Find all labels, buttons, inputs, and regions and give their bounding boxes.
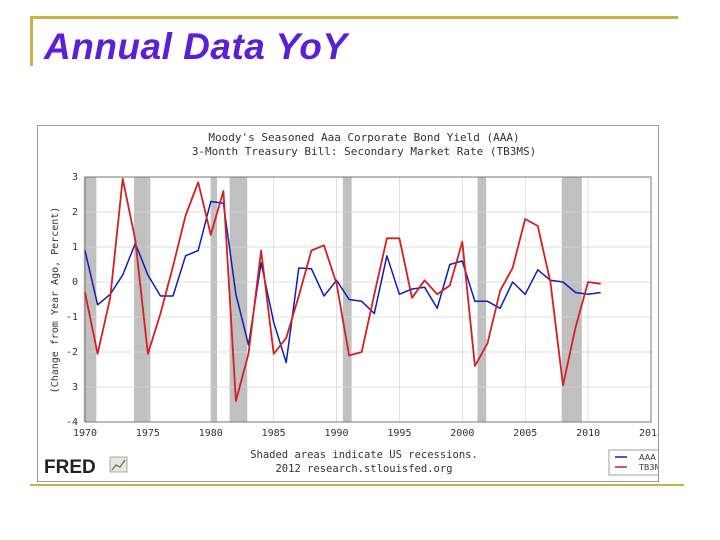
recession-shading xyxy=(83,177,582,422)
x-tick-label: 1995 xyxy=(387,428,411,439)
series-lines xyxy=(84,177,601,402)
x-tick-label: 1980 xyxy=(199,428,223,439)
y-tick-label: 2 xyxy=(72,207,78,218)
x-tick-label: 1985 xyxy=(262,428,286,439)
x-tick-label: 2010 xyxy=(576,428,600,439)
recession-band-0 xyxy=(83,177,97,422)
legend: AAA TB3MS xyxy=(608,449,658,476)
bottom-accent-rule xyxy=(30,484,684,486)
chart-frame: Moody's Seasoned Aaa Corporate Bond Yiel… xyxy=(37,125,659,482)
x-tick-label: 1970 xyxy=(73,428,97,439)
y-tick-label: 3 xyxy=(72,172,78,183)
fred-chart: Moody's Seasoned Aaa Corporate Bond Yiel… xyxy=(44,131,658,478)
slide-title: Annual Data YoY xyxy=(44,26,348,67)
y-tick-label: 0 xyxy=(72,277,78,288)
y-axis-ticks: 3 2 1 0 -1 -2 3 -4 xyxy=(66,172,78,428)
x-tick-label: 1975 xyxy=(136,428,160,439)
legend-box xyxy=(608,449,658,476)
chart-subtitle: 3-Month Treasury Bill: Secondary Market … xyxy=(192,145,536,158)
x-axis-ticks: 1970 1975 1980 1985 1990 1995 2000 2005 2010 2015 xyxy=(73,428,658,439)
recession-band-6 xyxy=(561,177,582,422)
x-tick-label: 2015 xyxy=(639,428,658,439)
x-tick-label: 1990 xyxy=(325,428,349,439)
fred-logo-graph-icon xyxy=(109,456,128,473)
plot-area-border xyxy=(84,176,652,423)
series-line-tb3ms xyxy=(84,177,601,402)
fred-logo: FRED xyxy=(44,457,96,478)
y-tick-label: 3 xyxy=(72,382,78,393)
recession-band-5 xyxy=(477,177,487,422)
recession-band-3 xyxy=(229,177,248,422)
x-tick-label: 2000 xyxy=(450,428,474,439)
series-line-aaa xyxy=(84,200,601,364)
y-tick-label: -1 xyxy=(66,312,78,323)
x-tick-label: 2005 xyxy=(513,428,537,439)
top-accent-rule xyxy=(30,16,678,19)
y-tick-label: -4 xyxy=(66,417,78,428)
recession-band-2 xyxy=(210,177,218,422)
y-tick-label: 1 xyxy=(72,242,78,253)
legend-label-tb3ms: TB3MS xyxy=(638,463,658,472)
y-tick-label: -2 xyxy=(66,347,78,358)
left-accent-rule xyxy=(30,16,33,66)
source-note: 2012 research.stlouisfed.org xyxy=(275,463,452,475)
recession-note: Shaded areas indicate US recessions. xyxy=(250,449,478,461)
y-axis-label: (Change from Year Ago, Percent) xyxy=(50,207,61,394)
chart-title: Moody's Seasoned Aaa Corporate Bond Yiel… xyxy=(208,131,519,144)
recession-band-4 xyxy=(342,177,352,422)
legend-label-aaa: AAA xyxy=(639,453,656,462)
